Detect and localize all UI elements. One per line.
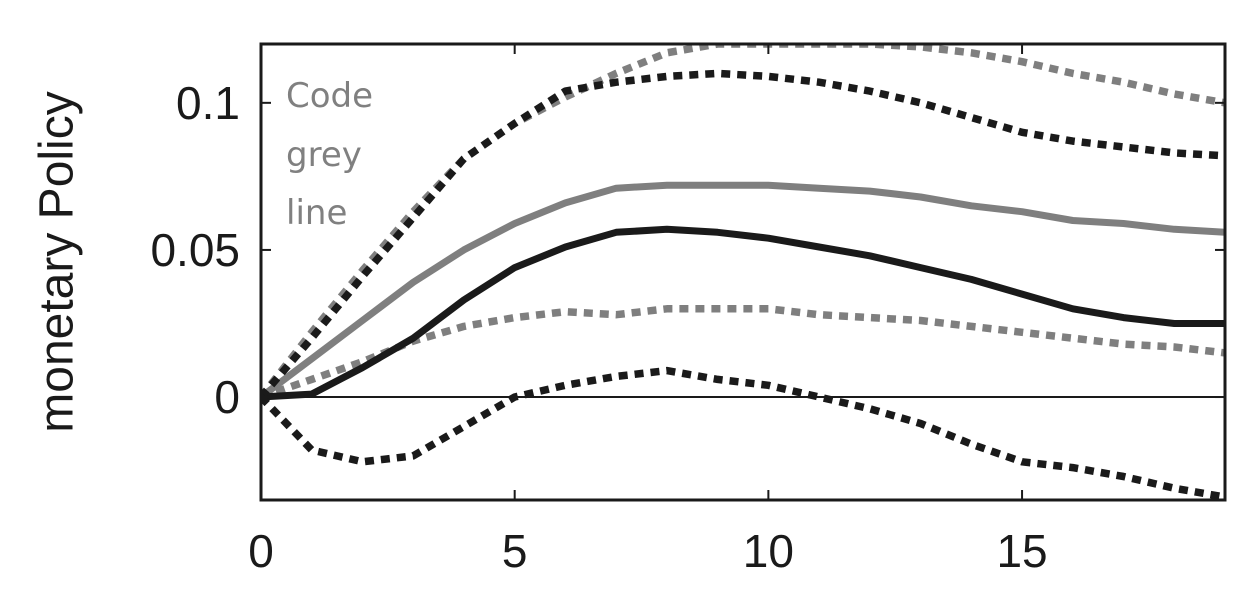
y-tick-label: 0.05 (150, 224, 240, 276)
plot-area (261, 44, 1225, 500)
y-tick-label: 0.1 (176, 77, 240, 129)
x-tick-label: 10 (743, 525, 794, 577)
annotation-line-2: grey (286, 135, 362, 175)
annotation-line-3: line (286, 193, 347, 233)
x-tick-label: 5 (502, 525, 528, 577)
series-group (261, 44, 1225, 500)
series-line-3 (261, 305, 1225, 401)
annotation: Code grey line (286, 76, 373, 233)
series-line-6 (261, 366, 1225, 500)
x-tick-label: 0 (248, 525, 274, 577)
axes: 0 5 10 15 0 0.05 0.1 (150, 42, 1227, 577)
y-tick-label: 0 (214, 371, 240, 423)
x-tick-label: 15 (996, 525, 1047, 577)
series-line-1 (261, 181, 1225, 400)
y-axis-label: monetary Policy (31, 91, 84, 432)
plot-frame (259, 42, 1227, 502)
series-line-4 (261, 225, 1225, 401)
series-line-5 (261, 69, 1225, 400)
annotation-line-1: Code (286, 76, 373, 116)
